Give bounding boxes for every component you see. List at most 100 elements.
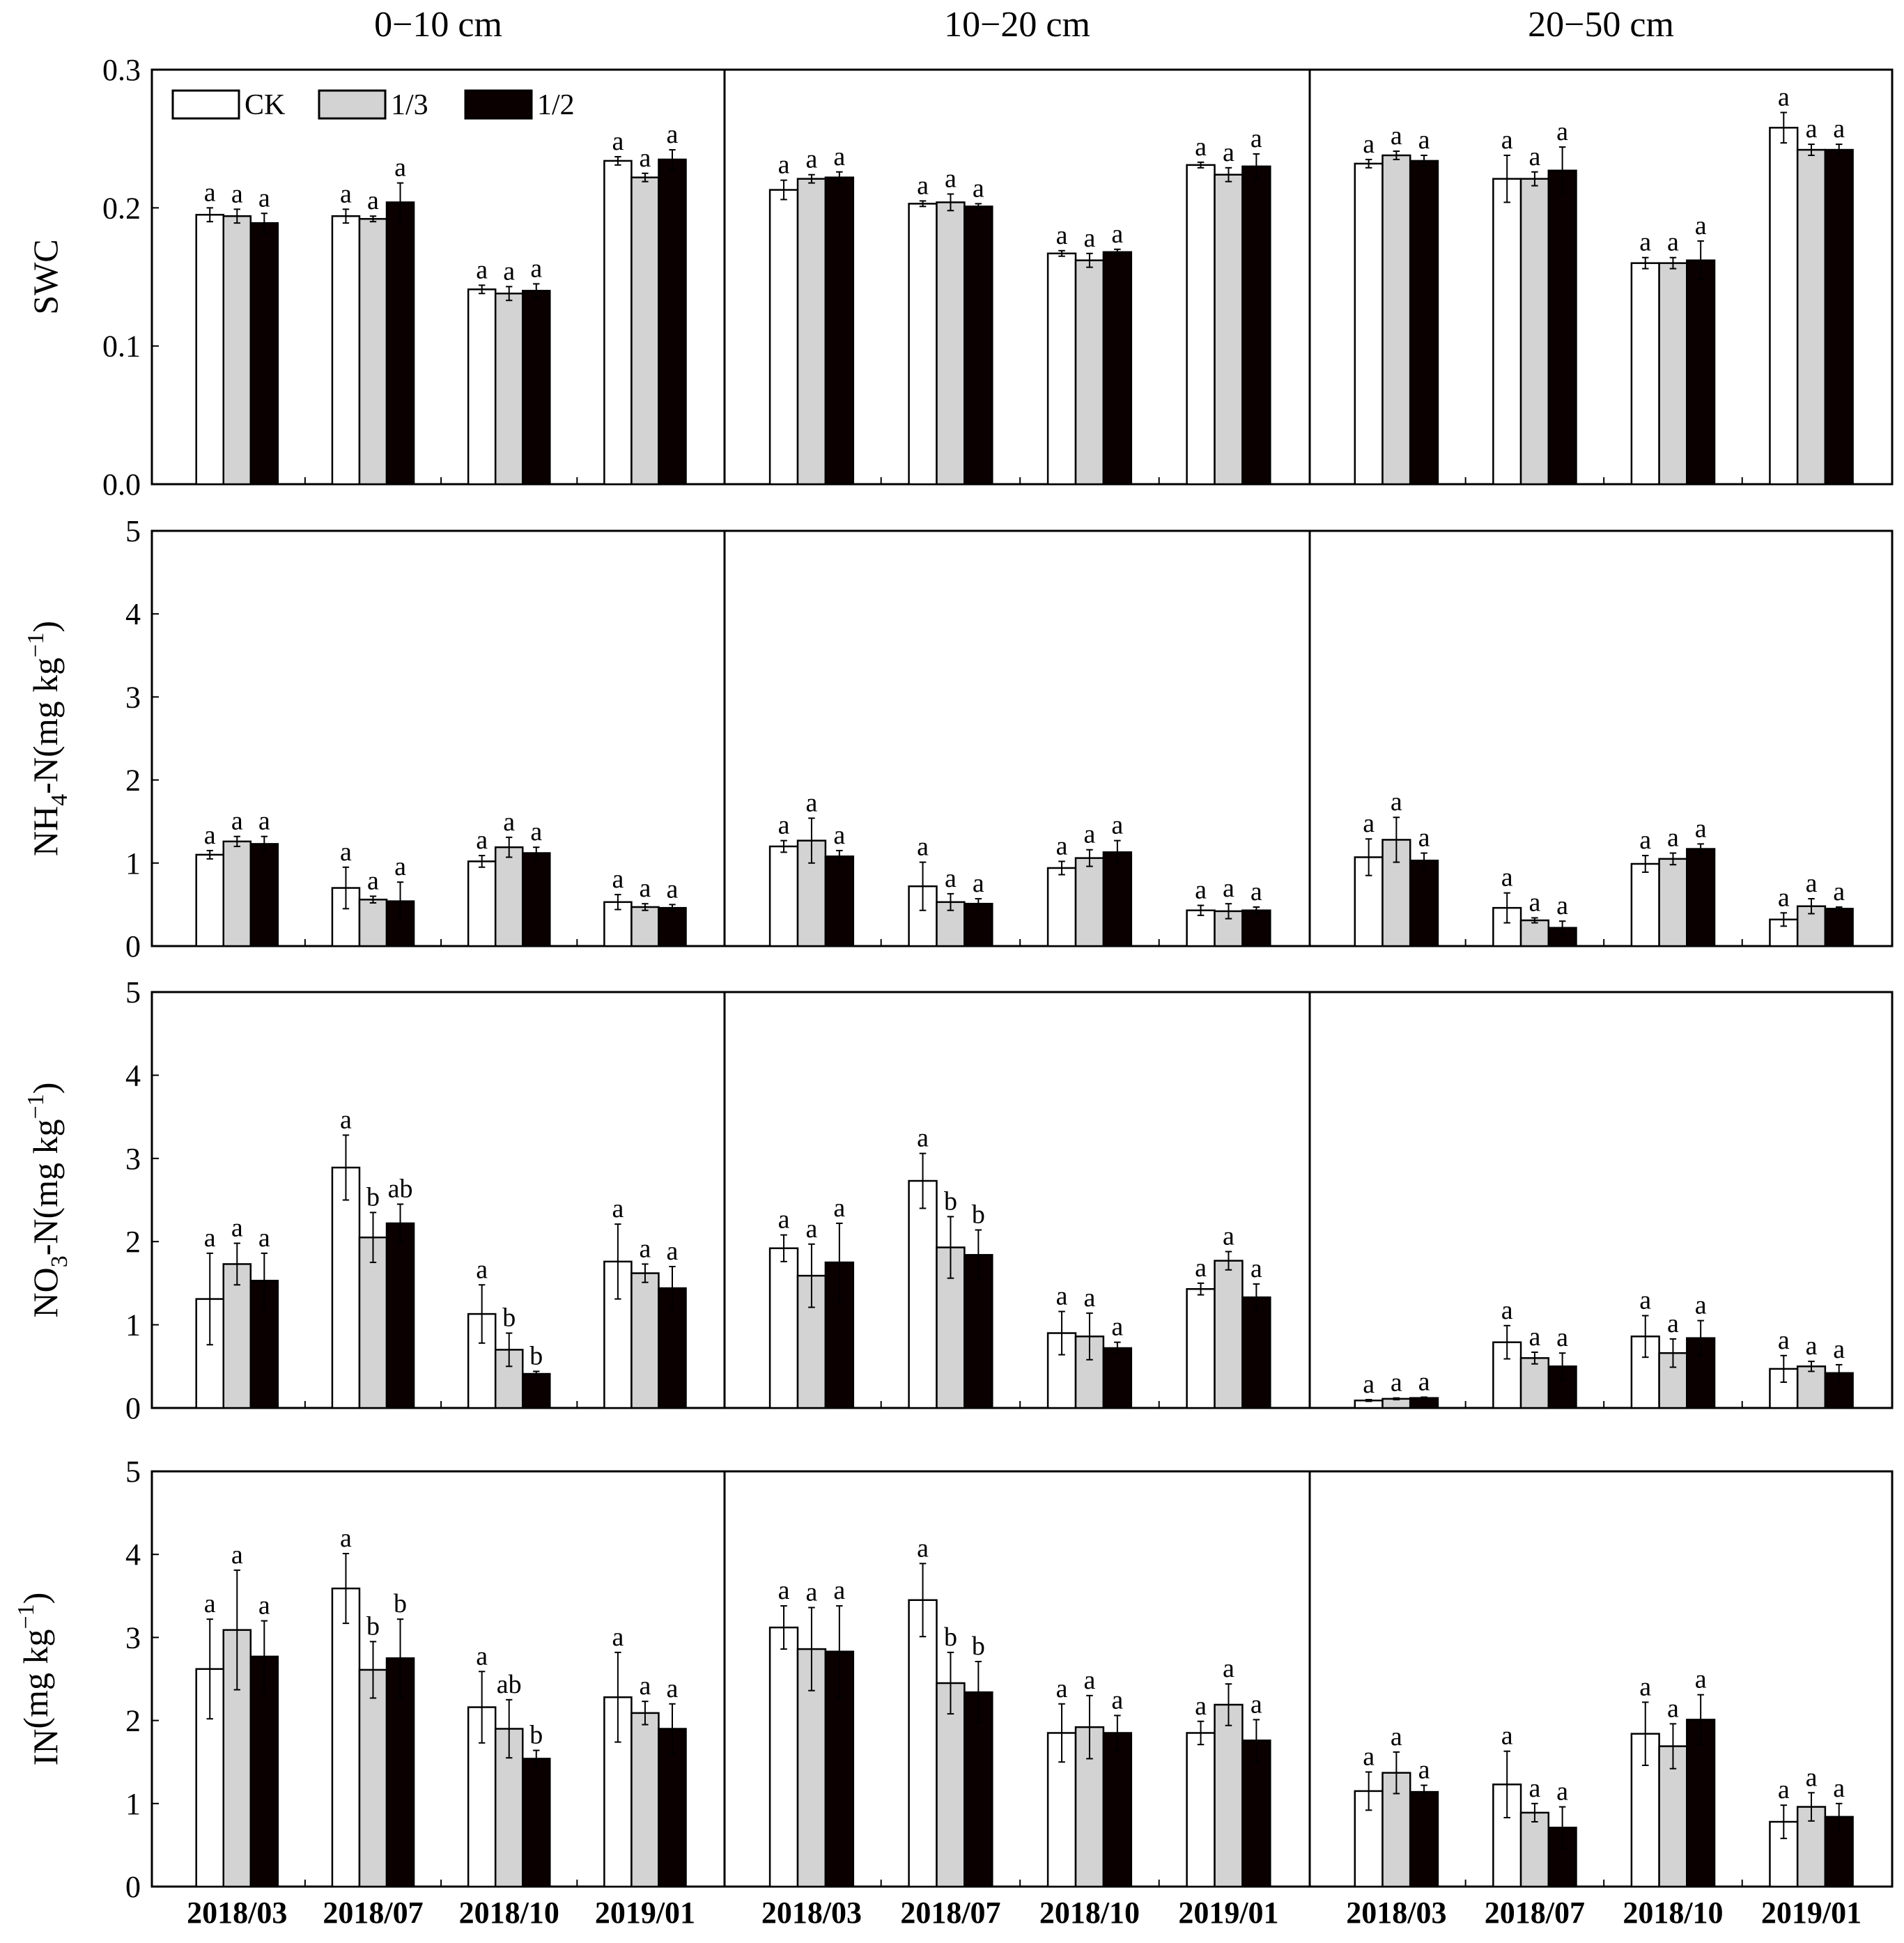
y-tick-label-no3-0: 0 [125, 1391, 141, 1425]
y-tick-label-swc-2: 0.2 [102, 191, 141, 225]
depth-title-1: 10−20 cm [944, 5, 1090, 45]
significance-letter-no3-0-3-1: a [640, 1234, 651, 1263]
y-tick-label-nh4-2: 2 [125, 764, 141, 798]
bar-swc-0-2-1 [494, 293, 524, 486]
bar-no3-1-3-1 [1214, 1260, 1244, 1409]
significance-letter-in-1-3-0: a [1195, 1692, 1207, 1721]
significance-letter-in-1-1-0: a [917, 1533, 929, 1563]
significance-letter-nh4-0-3-0: a [612, 865, 624, 894]
y-tick-label-no3-4: 4 [125, 1058, 141, 1092]
significance-letter-swc-2-3-0: a [1778, 82, 1790, 111]
bar-swc-0-0-2 [249, 222, 279, 486]
y-tick-label-nh4-1: 1 [125, 846, 141, 881]
y-axis-label-swc: SWC [26, 239, 65, 314]
bar-in-1-3-2 [1241, 1739, 1271, 1888]
significance-letter-swc-2-2-2: a [1695, 211, 1707, 240]
x-tick-label-2-2: 2018/10 [1623, 1896, 1723, 1930]
y-tick-label-nh4-0: 0 [125, 929, 141, 963]
significance-letter-nh4-2-0-2: a [1418, 823, 1430, 852]
significance-letter-nh4-1-2-0: a [1056, 831, 1068, 860]
significance-letter-no3-0-0-1: a [231, 1214, 243, 1243]
panel-frame-swc-2 [1308, 68, 1894, 486]
bar-no3-0-3-1 [630, 1272, 660, 1409]
significance-letter-swc-0-1-0: a [340, 179, 352, 208]
bar-nh4-1-2-1 [1074, 857, 1105, 947]
bar-swc-2-3-2 [1824, 148, 1854, 486]
significance-letter-in-2-2-1: a [1667, 1694, 1679, 1723]
y-tick-label-in-2: 2 [125, 1704, 141, 1738]
bar-swc-2-1-1 [1519, 178, 1550, 486]
significance-letter-in-2-3-1: a [1806, 1763, 1818, 1792]
significance-letter-in-0-3-0: a [612, 1623, 624, 1652]
significance-letter-in-1-0-0: a [778, 1576, 790, 1605]
significance-letter-no3-1-2-1: a [1084, 1283, 1096, 1313]
significance-letter-swc-0-3-1: a [640, 144, 651, 173]
significance-letter-no3-2-2-2: a [1695, 1291, 1707, 1320]
y-tick-label-nh4-5: 5 [125, 514, 141, 548]
significance-letter-swc-0-2-2: a [530, 254, 542, 283]
x-tick-label-2-1: 2018/07 [1485, 1896, 1585, 1930]
significance-letter-no3-1-0-0: a [778, 1205, 790, 1234]
significance-letter-no3-1-0-2: a [833, 1193, 845, 1223]
bar-swc-2-1-0 [1492, 178, 1522, 486]
significance-letter-no3-0-2-2: b [529, 1341, 543, 1370]
bar-nh4-1-3-2 [1241, 909, 1271, 947]
bar-swc-1-3-0 [1186, 164, 1216, 486]
significance-letter-nh4-0-2-0: a [476, 826, 488, 855]
y-tick-label-swc-0: 0.0 [102, 467, 141, 502]
significance-letter-no3-0-2-1: b [502, 1303, 516, 1333]
significance-letter-no3-0-1-1: b [366, 1182, 380, 1212]
significance-letter-nh4-1-2-1: a [1084, 820, 1096, 849]
y-axis-label-part-ylabel_sub: 4 [47, 794, 72, 806]
bar-no3-1-3-2 [1241, 1296, 1271, 1409]
bar-no3-0-0-1 [222, 1263, 252, 1409]
y-axis-label-part-ylabel_main: NH [26, 806, 65, 856]
significance-letter-in-0-1-0: a [340, 1524, 352, 1553]
x-tick-label-1-2: 2018/10 [1039, 1896, 1140, 1930]
significance-letter-swc-2-2-1: a [1667, 228, 1679, 257]
significance-letter-in-0-0-1: a [231, 1540, 243, 1570]
significance-letter-in-0-2-2: b [529, 1721, 543, 1750]
y-tick-label-swc-3: 0.3 [102, 53, 141, 87]
bar-in-0-2-2 [521, 1758, 551, 1888]
significance-letter-in-0-2-0: a [476, 1641, 488, 1671]
significance-letter-swc-2-1-1: a [1528, 142, 1540, 171]
significance-letter-no3-0-0-0: a [204, 1223, 216, 1253]
bar-swc-1-3-1 [1214, 173, 1244, 486]
significance-letter-no3-0-0-2: a [258, 1223, 270, 1253]
bar-swc-1-3-2 [1241, 165, 1271, 486]
bar-swc-1-1-0 [908, 203, 938, 486]
significance-letter-nh4-2-2-2: a [1695, 814, 1707, 843]
y-tick-label-in-1: 1 [125, 1787, 141, 1821]
significance-letter-swc-1-3-2: a [1251, 124, 1262, 153]
significance-letter-nh4-0-1-2: a [394, 852, 406, 881]
significance-letter-swc-0-0-0: a [204, 178, 216, 207]
significance-letter-in-1-1-1: b [944, 1623, 957, 1652]
bar-no3-1-0-0 [768, 1247, 799, 1409]
y-tick-label-swc-1: 0.1 [102, 330, 141, 364]
significance-letter-no3-2-1-2: a [1556, 1323, 1568, 1352]
significance-letter-no3-1-2-2: a [1111, 1313, 1123, 1342]
significance-letter-swc-1-2-1: a [1084, 224, 1096, 253]
significance-letter-nh4-0-0-2: a [258, 807, 270, 836]
x-tick-label-0-0: 2018/03 [187, 1896, 287, 1930]
significance-letter-nh4-1-0-2: a [833, 821, 845, 850]
bar-in-2-0-2 [1409, 1790, 1439, 1888]
x-tick-label-1-0: 2018/03 [761, 1896, 862, 1930]
y-axis-label-part-ylabel_sup: −1 [23, 1094, 49, 1119]
legend-swatch-2 [464, 89, 533, 120]
significance-letter-swc-0-2-1: a [503, 256, 515, 286]
y-tick-label-no3-3: 3 [125, 1142, 141, 1176]
significance-letter-swc-1-3-0: a [1195, 132, 1207, 162]
bar-in-2-2-2 [1686, 1719, 1716, 1888]
significance-letter-no3-1-3-2: a [1251, 1254, 1262, 1283]
significance-letter-no3-2-1-0: a [1501, 1296, 1513, 1325]
significance-letter-nh4-1-1-2: a [973, 869, 984, 898]
x-tick-label-2-0: 2018/03 [1346, 1896, 1446, 1930]
bar-swc-2-3-1 [1796, 148, 1827, 486]
significance-letter-swc-0-1-2: a [394, 153, 406, 183]
y-tick-label-in-5: 5 [125, 1455, 141, 1489]
significance-letter-no3-2-1-1: a [1528, 1322, 1540, 1352]
significance-letter-in-2-1-2: a [1556, 1777, 1568, 1806]
bar-swc-2-1-2 [1547, 169, 1577, 486]
